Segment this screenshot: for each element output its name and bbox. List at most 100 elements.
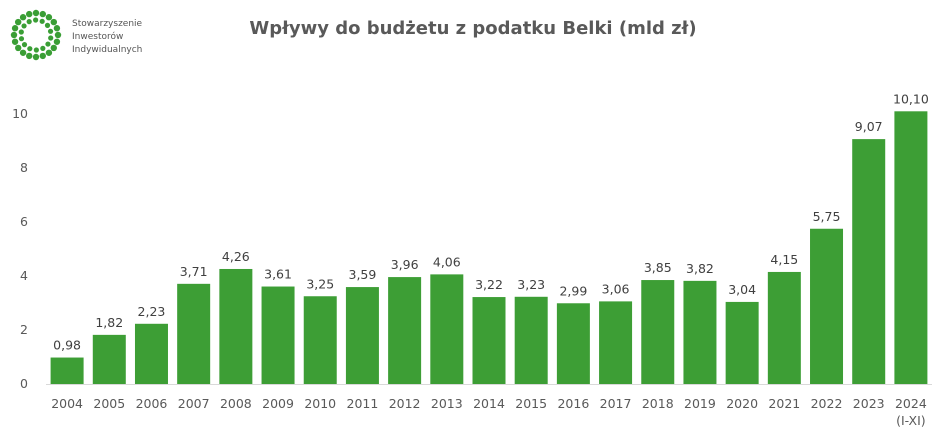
data-label-2012: 3,96 (391, 257, 419, 272)
data-label-2004: 0,98 (53, 338, 81, 353)
x-tick-label-2024: 2024 (895, 396, 927, 411)
logo-dot (26, 10, 33, 18)
bar-2004 (50, 357, 84, 384)
bar-2022 (810, 228, 844, 384)
x-axis: 2004 2005 2006 2007 2008 2009 2010 2011 2012 2013… (46, 384, 932, 428)
data-label-2018: 3,85 (644, 260, 672, 275)
logo-dot (15, 44, 22, 52)
y-tick-label: 10 (12, 106, 28, 121)
bar-2021 (767, 271, 801, 384)
logo-dot (40, 45, 46, 51)
data-label-2022: 5,75 (813, 209, 841, 224)
logo-dot (21, 23, 27, 29)
logo-dot (53, 25, 61, 32)
bar-2009 (261, 286, 295, 384)
x-tick-label-2008: 2008 (220, 396, 252, 411)
chart-title: Wpływy do budżetu z podatku Belki (mld z… (0, 18, 946, 39)
y-tick-label: 6 (20, 214, 28, 229)
logo-dot (11, 25, 19, 32)
logo-dot (27, 46, 33, 52)
data-label-2017: 3,06 (602, 281, 630, 296)
logo-dot (26, 19, 32, 25)
data-label-2013: 4,06 (433, 254, 461, 269)
bar-2008 (219, 268, 253, 384)
x-tick-label-2015: 2015 (515, 396, 547, 411)
logo-dot (19, 49, 27, 56)
logo-dot (53, 38, 61, 45)
y-tick-label: 0 (20, 376, 28, 391)
x-tick-label-2023: 2023 (853, 396, 885, 411)
logo-line-1: Stowarzyszenie (72, 19, 143, 29)
logo-dot (18, 29, 24, 35)
logo-dot (48, 35, 54, 41)
logo-dot (39, 10, 46, 18)
logo-dot (45, 14, 53, 21)
logo-dot (47, 28, 54, 34)
x-tick-label-2020: 2020 (726, 396, 758, 411)
logo-dot (44, 22, 51, 28)
bar-2018 (641, 280, 675, 384)
chart-title-text: Wpływy do budżetu z podatku Belki (mld z… (249, 18, 697, 39)
data-label-2015: 3,23 (517, 277, 545, 292)
bar-2019 (683, 280, 717, 384)
x-tick-sublabel-2024: (I-XI) (896, 413, 926, 428)
logo-dot (33, 17, 39, 23)
bar-2005 (92, 334, 126, 384)
logo-dot (19, 14, 27, 21)
x-tick-label-2006: 2006 (136, 396, 168, 411)
x-tick-label-2016: 2016 (557, 396, 589, 411)
bar-2011 (345, 287, 379, 384)
data-label-2008: 4,26 (222, 249, 250, 264)
logo-dot (11, 38, 19, 45)
y-tick-label: 8 (20, 160, 28, 175)
logo-dot (21, 42, 28, 48)
logo-ring-icon (10, 9, 62, 61)
data-label-2021: 4,15 (770, 252, 798, 267)
bar-2010 (303, 296, 337, 384)
logo-dot (50, 44, 57, 52)
logo-dot (15, 18, 22, 26)
logo-dot (33, 47, 39, 53)
x-tick-label-2021: 2021 (768, 396, 800, 411)
logo-text: Stowarzyszenie Inwestorów Indywidualnych (72, 18, 142, 57)
logo-dot (18, 36, 25, 42)
data-label-2011: 3,59 (349, 267, 377, 282)
x-tick-label-2011: 2011 (347, 396, 379, 411)
logo-line-3: Indywidualnych (72, 45, 143, 55)
x-tick-label-2018: 2018 (642, 396, 674, 411)
y-tick-label: 4 (20, 268, 28, 283)
bar-2020 (725, 301, 759, 384)
x-tick-label-2010: 2010 (304, 396, 336, 411)
logo-dot (39, 52, 46, 60)
bar-2007 (177, 283, 211, 384)
data-label-2020: 3,04 (728, 282, 756, 297)
bar-2015 (514, 296, 548, 384)
data-label-2019: 3,82 (686, 261, 714, 276)
x-tick-label-2005: 2005 (93, 396, 125, 411)
x-tick-label-2013: 2013 (431, 396, 463, 411)
logo: Stowarzyszenie Inwestorów Indywidualnych (8, 6, 148, 64)
bar-2016 (556, 303, 590, 384)
logo-dot (10, 31, 18, 39)
logo-dot (26, 52, 33, 60)
data-label-2005: 1,82 (95, 315, 123, 330)
bar-2013 (430, 274, 464, 384)
logo-dot (39, 18, 45, 24)
bar-2023 (852, 139, 886, 384)
logo-dot (45, 49, 53, 56)
logo-dot (54, 31, 62, 39)
bar-2012 (388, 277, 422, 384)
x-tick-label-2022: 2022 (811, 396, 843, 411)
logo-dot (45, 41, 51, 47)
bar-2024 (894, 111, 928, 385)
bar-2017 (599, 301, 633, 384)
data-label-2006: 2,23 (138, 304, 166, 319)
x-tick-label-2019: 2019 (684, 396, 716, 411)
data-label-2009: 3,61 (264, 267, 292, 282)
logo-dot (50, 18, 57, 26)
x-tick-label-2012: 2012 (389, 396, 421, 411)
data-label-2024: 10,10 (893, 91, 929, 106)
y-tick-label: 2 (20, 322, 28, 337)
y-axis: 0 2 4 6 8 10 (12, 106, 28, 391)
x-tick-label-2007: 2007 (178, 396, 210, 411)
